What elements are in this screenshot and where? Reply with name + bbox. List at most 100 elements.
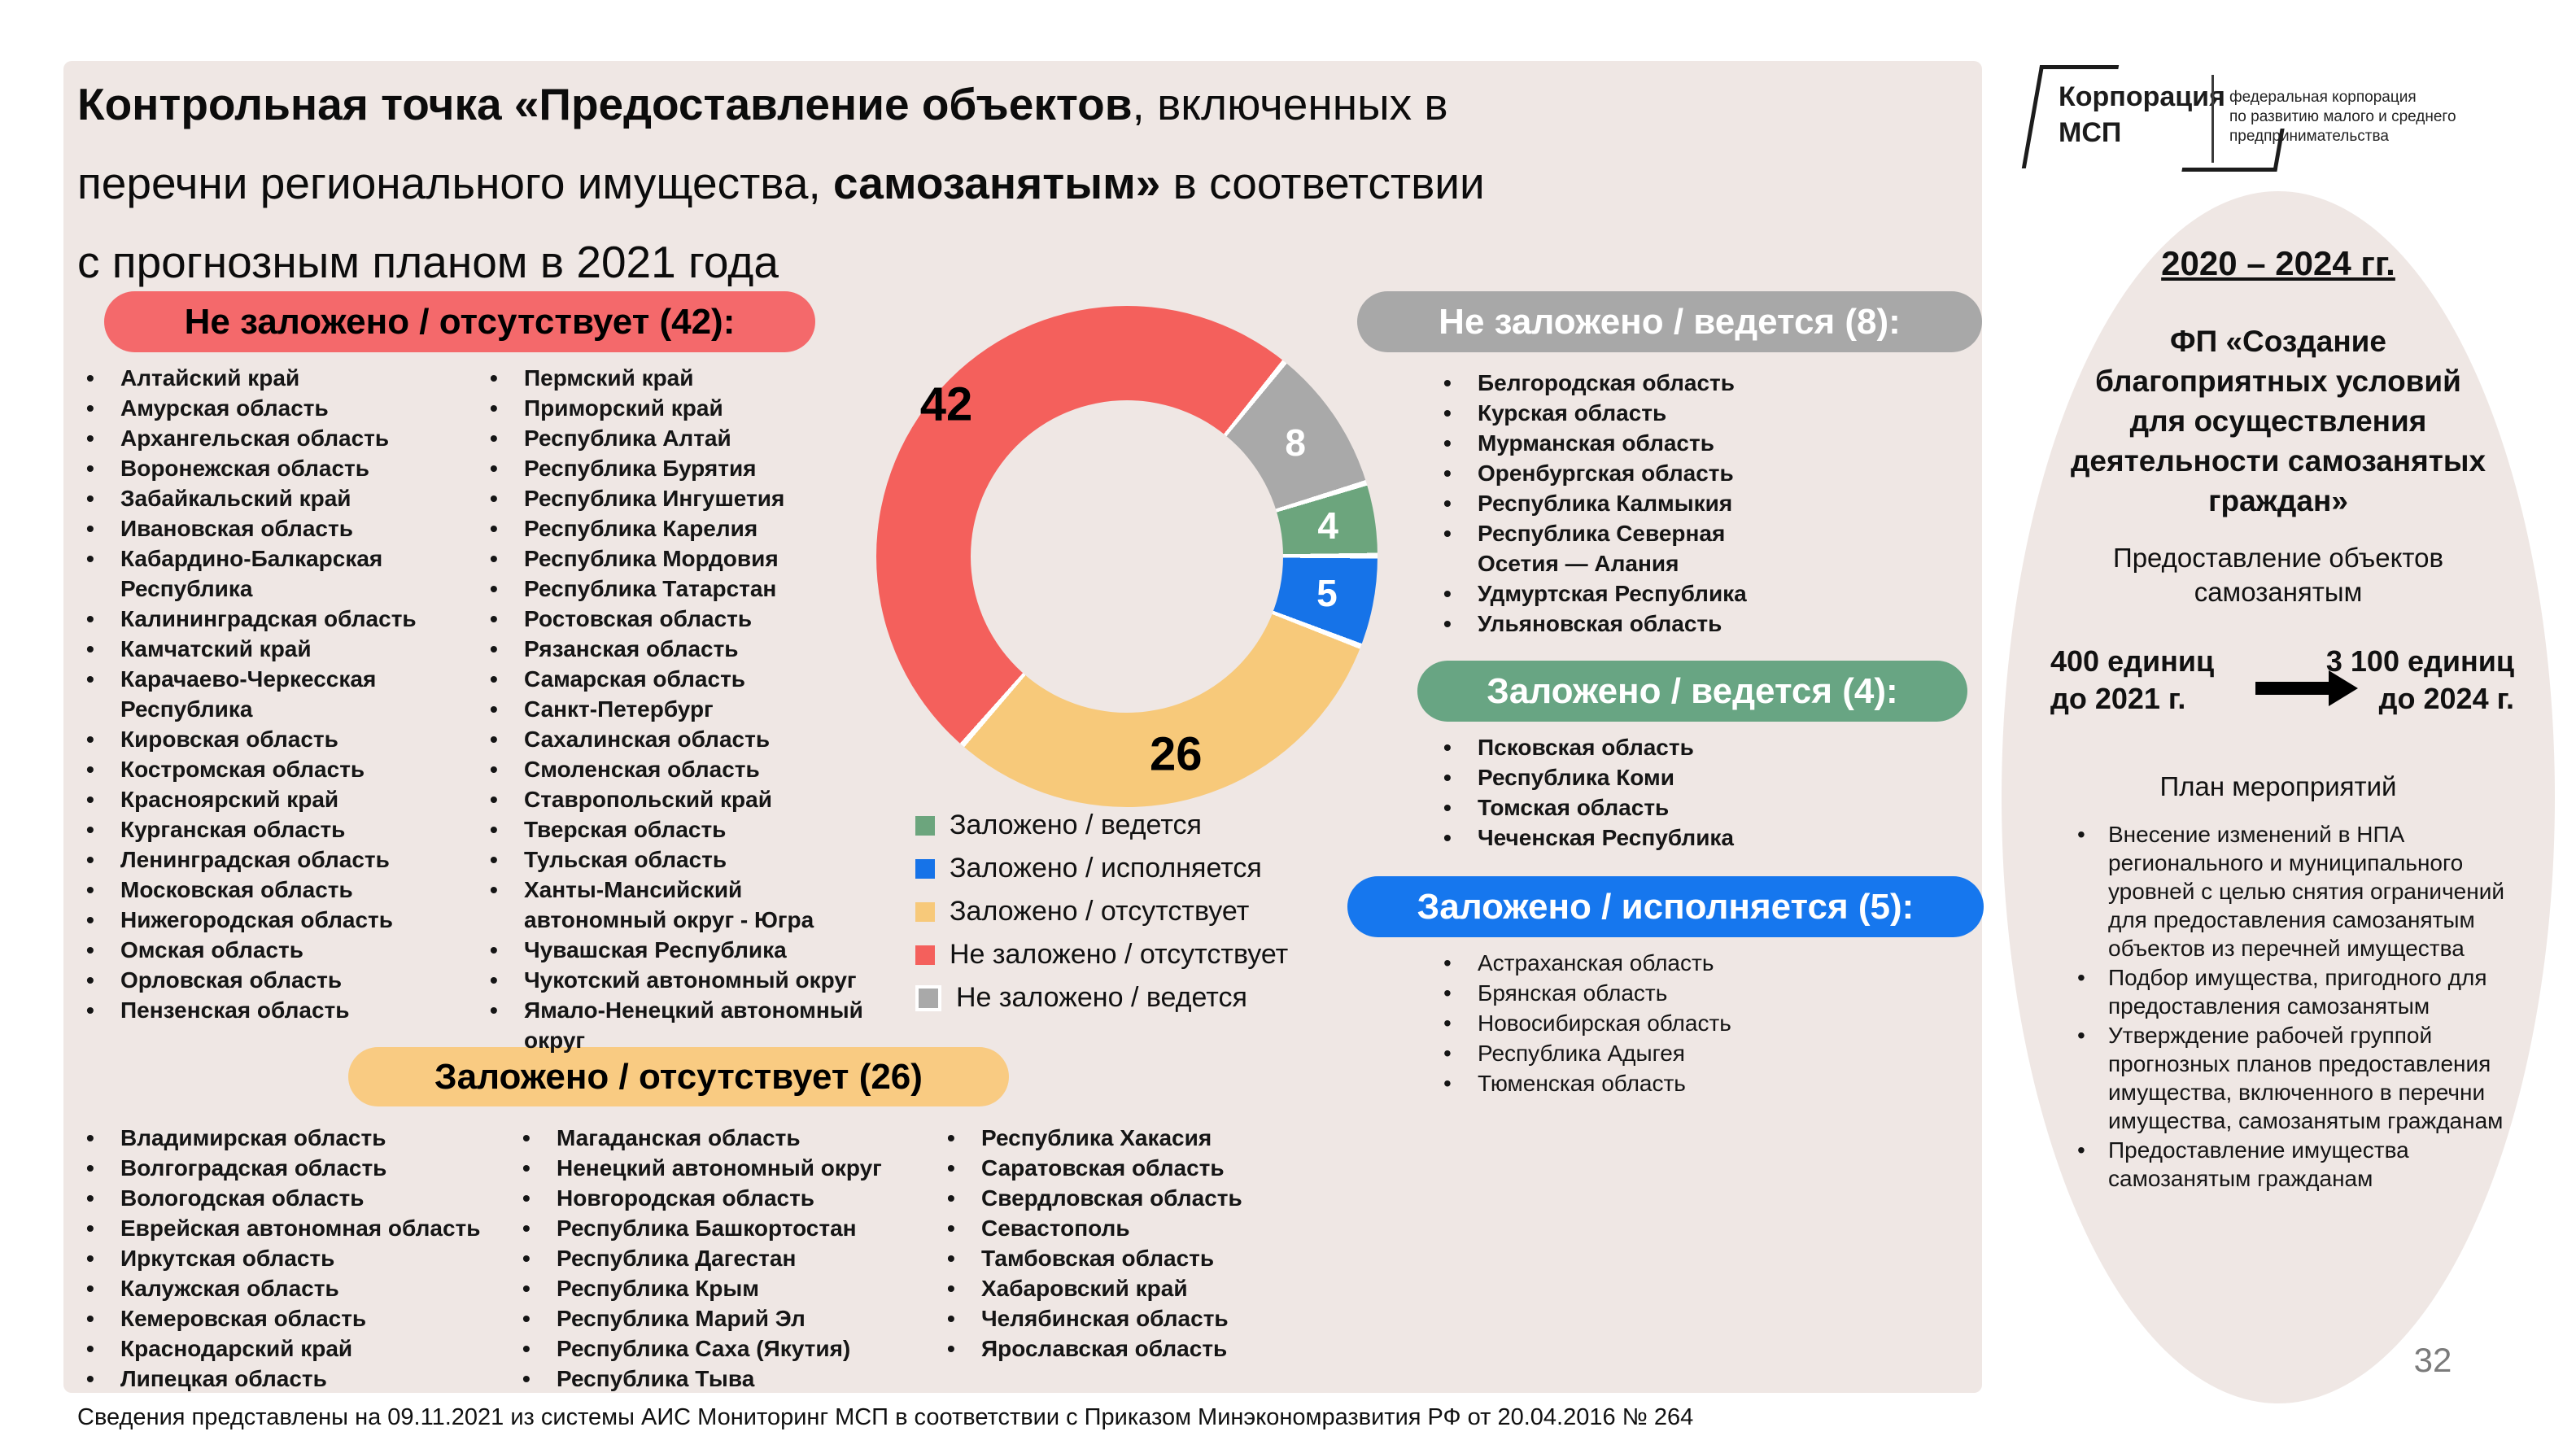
- list-item: Республика Татарстан: [478, 574, 865, 604]
- list-item: Республика Тыва: [511, 1364, 942, 1394]
- list-item: Тульская область: [478, 845, 865, 875]
- list-item: Республика Бурятия: [478, 453, 865, 483]
- legend-item: Заложено / отсутствует: [915, 890, 1288, 933]
- list-item: Алтайский край: [75, 363, 486, 393]
- list-item: Белгородская область: [1432, 368, 1782, 398]
- list-item: Ханты-Мансийский автономный округ - Югра: [478, 875, 865, 935]
- legend-label: Заложено / отсутствует: [950, 896, 1250, 927]
- list-item: Еврейская автономная область: [75, 1213, 547, 1243]
- list-item: Чувашская Республика: [478, 935, 865, 965]
- list-item: Мурманская область: [1432, 428, 1782, 458]
- status-pill-planned-absent: Заложено / отсутствует (26): [348, 1047, 1009, 1106]
- page-number: 32: [2413, 1341, 2452, 1379]
- program-name: ФП «Создание благоприятных условий для о…: [2070, 325, 2486, 517]
- list-item: Курганская область: [75, 814, 486, 845]
- list-item: Волгоградская область: [75, 1153, 547, 1183]
- list-item: Псковская область: [1432, 732, 1888, 762]
- list-item: Магаданская область: [511, 1123, 942, 1153]
- list-item: Республика Коми: [1432, 762, 1888, 792]
- region-list-orange-col3: Республика ХакасияСаратовская областьСве…: [936, 1123, 1367, 1364]
- legend-swatch-icon: [915, 945, 935, 965]
- list-item: Калининградская область: [75, 604, 486, 634]
- list-item: Нижегородская область: [75, 905, 486, 935]
- program-subtitle: Предоставление объектов самозанятым: [2112, 543, 2444, 607]
- list-item: Кабардино-Балкарская Республика: [75, 543, 486, 604]
- legend-item: Не заложено / ведется: [915, 976, 1288, 1019]
- list-item: Новгородская область: [511, 1183, 942, 1213]
- list-item: Амурская область: [75, 393, 486, 423]
- list-item: Предоставление имущества самозанятым гра…: [2071, 1136, 2530, 1193]
- list-item: Брянская область: [1432, 978, 1920, 1008]
- list-item: Камчатский край: [75, 634, 486, 664]
- page-title: Контрольная точка «Предоставление объект…: [77, 65, 1973, 302]
- list-item: Санкт-Петербург: [478, 694, 865, 724]
- legend-label: Заложено / ведется: [950, 810, 1202, 840]
- list-item: Ростовская область: [478, 604, 865, 634]
- footer-note: Сведения представлены на 09.11.2021 из с…: [77, 1404, 1694, 1430]
- target-after-period: до 2024 г.: [2378, 682, 2514, 715]
- list-item: Красноярский край: [75, 784, 486, 814]
- list-item: Забайкальский край: [75, 483, 486, 513]
- list-item: Кировская область: [75, 724, 486, 754]
- list-item: Республика Северная Осетия — Алания: [1432, 518, 1782, 578]
- region-list-orange-col1: Владимирская областьВолгоградская област…: [75, 1123, 547, 1394]
- list-item: Владимирская область: [75, 1123, 547, 1153]
- legend-swatch-icon: [915, 901, 935, 922]
- list-item: Ненецкий автономный округ: [511, 1153, 942, 1183]
- region-list-orange-col2: Магаданская областьНенецкий автономный о…: [511, 1123, 942, 1394]
- legend-swatch-icon: [915, 984, 941, 1011]
- list-item: Республика Марий Эл: [511, 1303, 942, 1333]
- legend-label: Заложено / исполняется: [950, 853, 1262, 884]
- list-item: Ульяновская область: [1432, 609, 1782, 639]
- status-pill-not-planned-inprogress: Не заложено / ведется (8):: [1357, 291, 1982, 352]
- legend-swatch-icon: [915, 815, 935, 836]
- list-item: Республика Саха (Якутия): [511, 1333, 942, 1364]
- list-item: Приморский край: [478, 393, 865, 423]
- status-pill-planned-executing: Заложено / исполняется (5):: [1347, 876, 1984, 937]
- target-before-period: до 2021 г.: [2050, 682, 2186, 715]
- logo-name-line2: МСП: [2059, 117, 2122, 148]
- list-item: Тамбовская область: [936, 1243, 1367, 1273]
- segment-value-label: 8: [1285, 421, 1306, 464]
- list-item: Воронежская область: [75, 453, 486, 483]
- list-item: Астраханская область: [1432, 948, 1920, 978]
- list-item: Подбор имущества, пригодного для предост…: [2071, 963, 2530, 1020]
- list-item: Хабаровский край: [936, 1273, 1367, 1303]
- region-list-blue: Астраханская областьБрянская областьНово…: [1432, 948, 1920, 1098]
- list-item: Ленинградская область: [75, 845, 486, 875]
- logo-tagline: федеральная корпорация по развитию малог…: [2229, 89, 2456, 145]
- target-before: 400 единиц до 2021 г.: [2050, 643, 2246, 718]
- title-line-1: Контрольная точка «Предоставление объект…: [77, 79, 1448, 129]
- program-years: 2020 – 2024 гг.: [2161, 244, 2395, 282]
- legend-swatch-icon: [915, 858, 935, 879]
- list-item: Омская область: [75, 935, 486, 965]
- list-item: Новосибирская область: [1432, 1008, 1920, 1038]
- region-list-red-col2: Пермский крайПриморский крайРеспублика А…: [478, 363, 865, 1055]
- list-item: Удмуртская Республика: [1432, 578, 1782, 609]
- list-item: Сахалинская область: [478, 724, 865, 754]
- list-item: Тюменская область: [1432, 1068, 1920, 1098]
- list-item: Краснодарский край: [75, 1333, 547, 1364]
- list-item: Томская область: [1432, 792, 1888, 823]
- list-item: Курская область: [1432, 398, 1782, 428]
- list-item: Костромская область: [75, 754, 486, 784]
- title-line-3: с прогнозным планом в 2021 года: [77, 237, 779, 287]
- list-item: Рязанская область: [478, 634, 865, 664]
- list-item: Орловская область: [75, 965, 486, 995]
- list-item: Внесение изменений в НПА регионального и…: [2071, 820, 2530, 962]
- list-item: Московская область: [75, 875, 486, 905]
- list-item: Свердловская область: [936, 1183, 1367, 1213]
- list-item: Ямало-Ненецкий автономный округ: [478, 995, 865, 1055]
- title-line-2: перечни регионального имущества, самозан…: [77, 158, 1485, 208]
- target-after-value: 3 100 единиц: [2325, 644, 2514, 678]
- segment-value-label: 42: [919, 378, 973, 431]
- list-item: Республика Карелия: [478, 513, 865, 543]
- list-item: Республика Крым: [511, 1273, 942, 1303]
- program-oval-panel: [2002, 191, 2555, 1403]
- list-item: Липецкая область: [75, 1364, 547, 1394]
- status-pill-planned-inprogress: Заложено / ведется (4):: [1417, 661, 1967, 722]
- region-list-red-col1: Алтайский крайАмурская областьАрхангельс…: [75, 363, 486, 1025]
- chart-legend: Заложено / ведется Заложено / исполняется…: [915, 804, 1288, 1019]
- region-list-gray: Белгородская областьКурская областьМурма…: [1432, 368, 1782, 639]
